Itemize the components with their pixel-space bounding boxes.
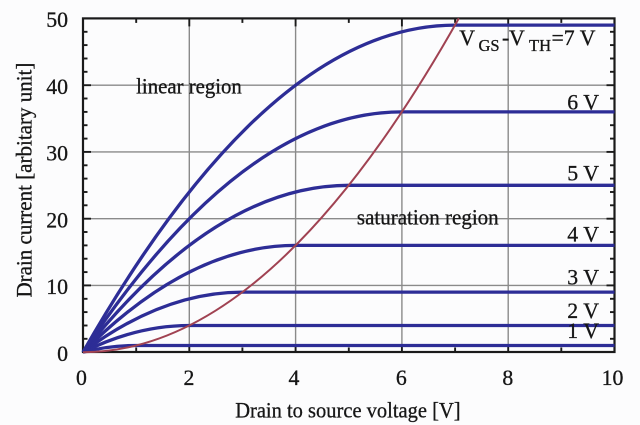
svg-text:-: - bbox=[502, 26, 509, 50]
svg-text:20: 20 bbox=[46, 208, 68, 232]
svg-text:3 V: 3 V bbox=[567, 265, 599, 289]
svg-text:Drain to source voltage [V]: Drain to source voltage [V] bbox=[235, 399, 460, 423]
svg-text:TH: TH bbox=[529, 36, 551, 55]
svg-text:6: 6 bbox=[396, 366, 407, 390]
svg-text:V: V bbox=[509, 26, 525, 50]
svg-text:GS: GS bbox=[479, 36, 500, 55]
svg-text:saturation region: saturation region bbox=[357, 206, 499, 230]
svg-text:4 V: 4 V bbox=[567, 222, 599, 246]
svg-text:8: 8 bbox=[502, 366, 513, 390]
svg-text:30: 30 bbox=[46, 142, 68, 166]
svg-text:Drain current [arbitary unit]: Drain current [arbitary unit] bbox=[13, 63, 37, 298]
svg-text:50: 50 bbox=[46, 8, 68, 32]
svg-text:5 V: 5 V bbox=[567, 162, 599, 186]
svg-text:40: 40 bbox=[46, 75, 68, 99]
svg-text:6 V: 6 V bbox=[567, 91, 599, 115]
svg-text:10: 10 bbox=[46, 275, 68, 299]
svg-text:linear region: linear region bbox=[136, 74, 242, 98]
svg-text:2 V: 2 V bbox=[567, 299, 599, 323]
svg-text:4: 4 bbox=[289, 366, 300, 390]
svg-text:10: 10 bbox=[602, 366, 624, 390]
svg-text:0: 0 bbox=[57, 342, 68, 366]
svg-text:0: 0 bbox=[76, 366, 87, 390]
svg-text:1 V: 1 V bbox=[567, 319, 599, 343]
svg-text:=7 V: =7 V bbox=[552, 26, 596, 50]
svg-text:V: V bbox=[459, 26, 475, 50]
svg-text:2: 2 bbox=[184, 366, 195, 390]
